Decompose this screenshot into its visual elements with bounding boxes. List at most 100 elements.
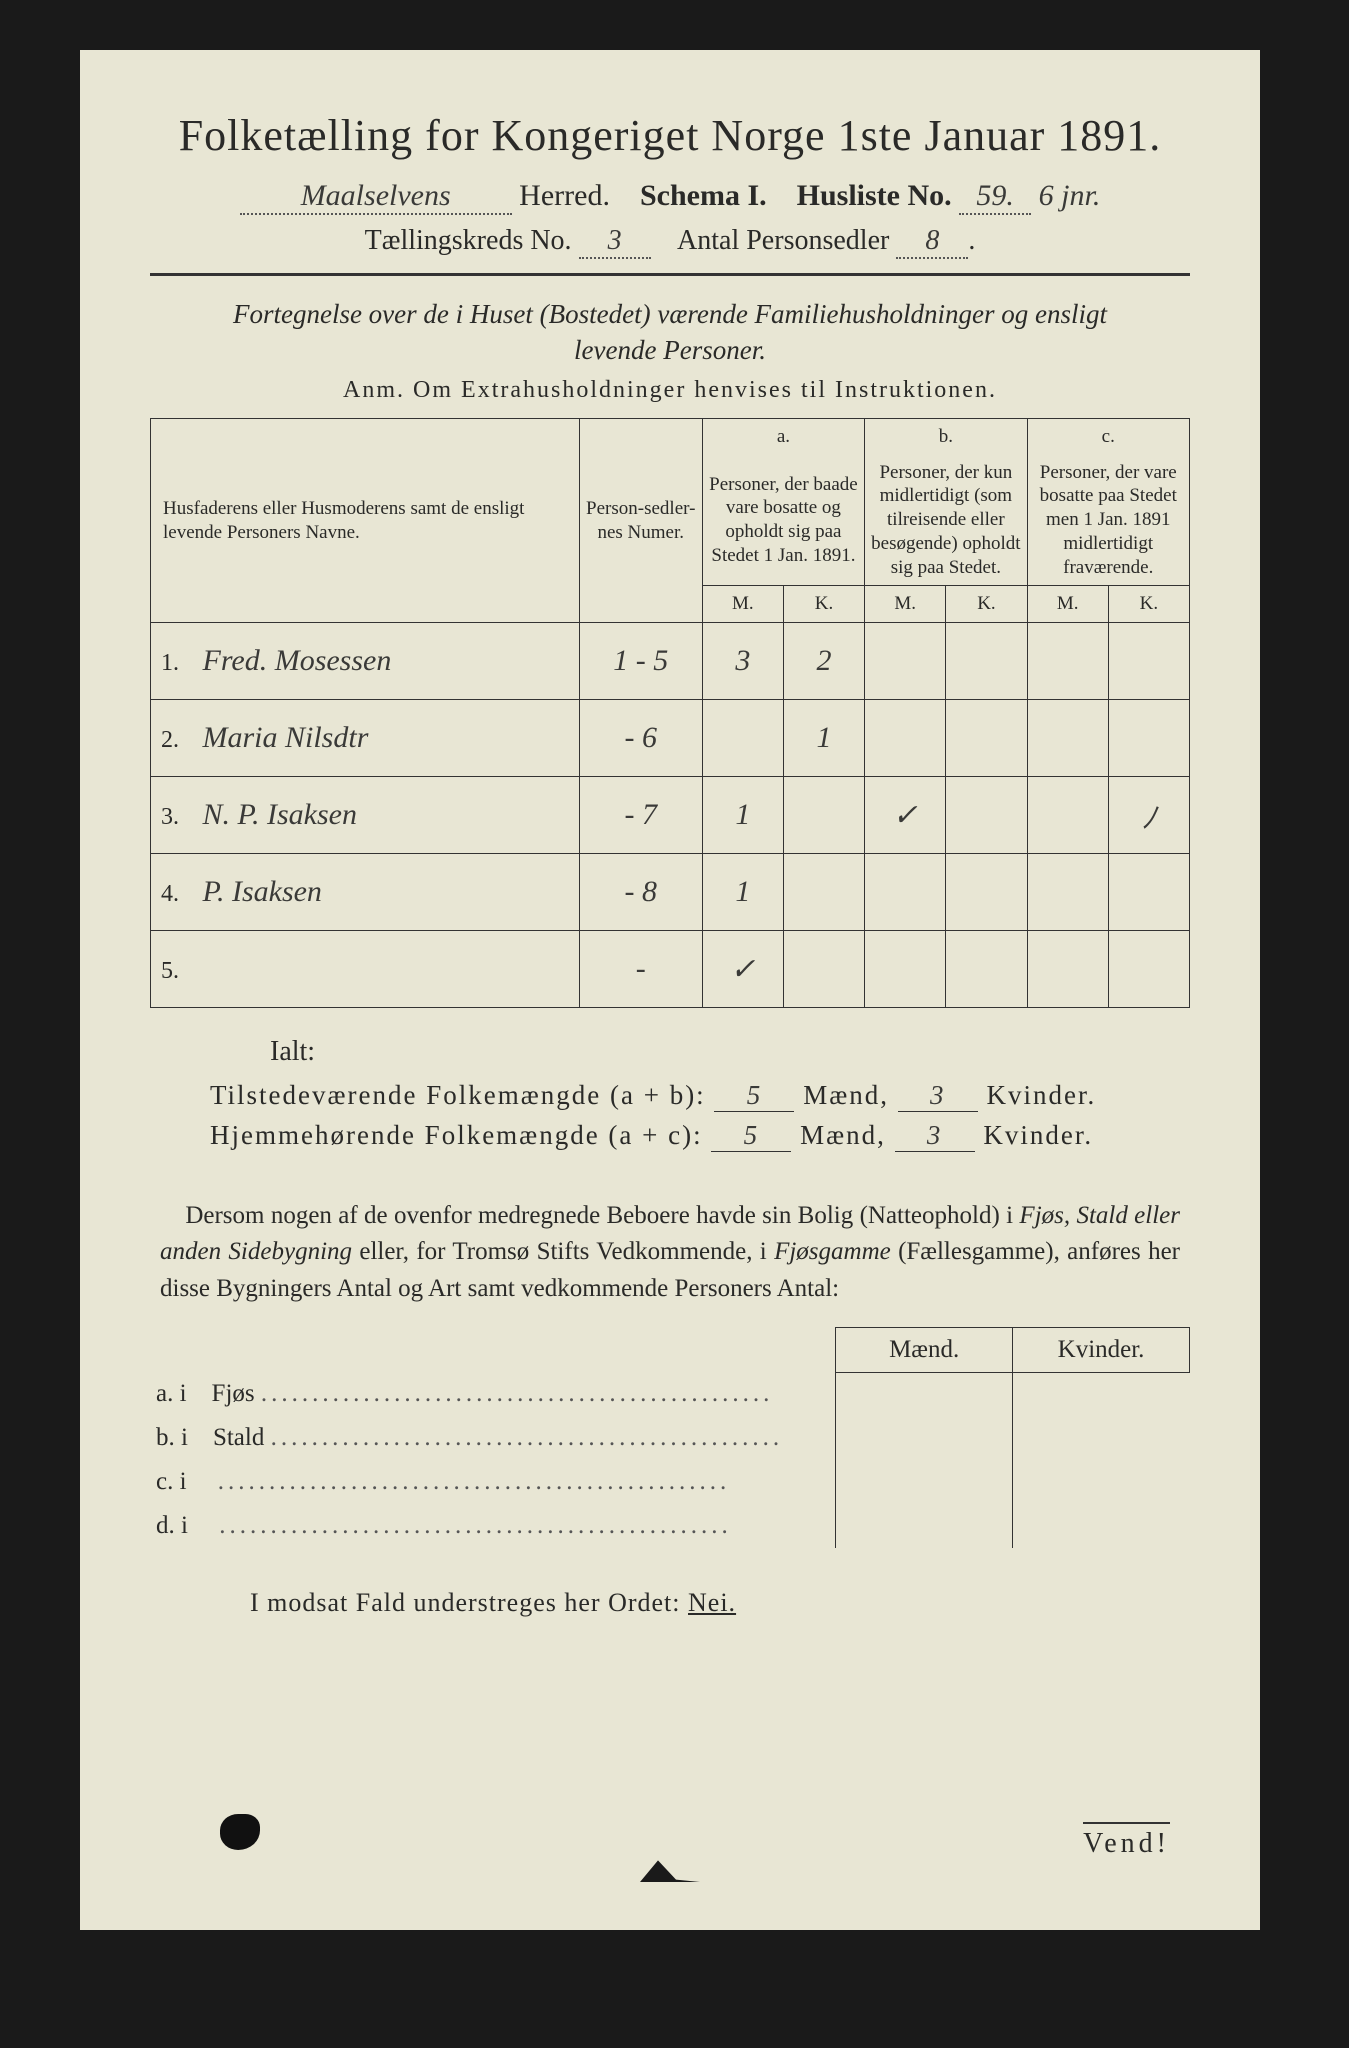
bld-label: b. i Stald [150,1416,836,1460]
subtitle-2: levende Personer. [574,335,766,365]
cell-ck [1108,931,1189,1008]
col-c-k: K. [1108,586,1189,623]
modsat-line: I modsat Fald understreges her Ordet: Ne… [250,1588,1190,1618]
col-name: Husfaderens eller Husmoderens samt de en… [151,418,580,622]
tot2-m: 5 [711,1120,791,1152]
bld-row: d. i [150,1504,1190,1548]
table-row: 4. P. Isaksen- 81 [151,854,1190,931]
herred-label: Herred. [519,179,610,212]
cell-am [702,700,783,777]
bld-m [836,1460,1013,1504]
bld-row: b. i Stald [150,1416,1190,1460]
col-b-k: K. [946,586,1027,623]
bld-label: d. i [150,1504,836,1548]
cell-bk [946,931,1027,1008]
cell-am: 1 [702,777,783,854]
col-b-m: M. [865,586,946,623]
schema-label: Schema I. [640,179,767,212]
cell-num: 1 - 5 [579,623,702,700]
tot1-label: Tilstedeværende Folkemængde (a + b): [210,1080,706,1110]
col-a-k: K. [783,586,864,623]
tot2-label: Hjemmehørende Folkemængde (a + c): [210,1120,703,1150]
col-num: Person-sedler-nes Numer. [579,418,702,622]
cell-ak: 2 [783,623,864,700]
antal-label: Antal Personsedler [677,225,889,256]
cell-bm [865,854,946,931]
cell-ck [1108,854,1189,931]
anm-note: Anm. Om Extrahusholdninger henvises til … [150,377,1190,404]
bld-label: a. i Fjøs [150,1372,836,1416]
cell-bm [865,931,946,1008]
husliste-value: 59. [959,179,1031,215]
cell-num: - [579,931,702,1008]
cell-bm: ✓ [865,777,946,854]
cell-bm [865,623,946,700]
ialt-label: Ialt: [270,1036,1190,1068]
cell-name: 3. N. P. Isaksen [151,777,580,854]
tot2-k: 3 [895,1120,975,1152]
outbuilding-table: Mænd. Kvinder. a. i Fjøs b. i Stald c. i… [150,1327,1190,1549]
rule-top [150,273,1190,276]
kvinder-1: Kvinder. [986,1080,1096,1110]
bld-label: c. i [150,1460,836,1504]
cell-bk [946,700,1027,777]
cell-ck: ﾉ [1108,777,1189,854]
kvinder-2: Kvinder. [983,1120,1093,1150]
bld-row: c. i [150,1460,1190,1504]
household-table: Husfaderens eller Husmoderens samt de en… [150,418,1190,1008]
table-row: 2. Maria Nilsdtr- 6 1 [151,700,1190,777]
antal-value: 8 [896,225,968,259]
cell-ak [783,854,864,931]
bld-m [836,1372,1013,1416]
cell-cm [1027,854,1108,931]
header-line-2: Maalselvens Herred. Schema I. Husliste N… [150,179,1190,215]
subtitle: Fortegnelse over de i Huset (Bostedet) v… [150,296,1190,369]
cell-bk [946,623,1027,700]
totals-present: Tilstedeværende Folkemængde (a + b): 5 M… [210,1080,1190,1112]
col-a-top: a. [702,418,864,454]
maend-1: Mænd, [803,1080,889,1110]
col-c: Personer, der vare bosatte paa Stedet me… [1027,455,1189,586]
cell-ak: 1 [783,700,864,777]
census-form-page: Folketælling for Kongeriget Norge 1ste J… [80,50,1260,1930]
modsat-text: I modsat Fald understreges her Ordet: [250,1588,681,1617]
cell-bk [946,777,1027,854]
tot1-m: 5 [714,1080,794,1112]
table-row: 1. Fred. Mosessen1 - 532 [151,623,1190,700]
maend-2: Mænd, [800,1120,886,1150]
cell-name: 4. P. Isaksen [151,854,580,931]
cell-ck [1108,623,1189,700]
nei-word: Nei. [688,1588,736,1617]
cell-num: - 8 [579,854,702,931]
cell-ck [1108,700,1189,777]
bld-k [1013,1460,1190,1504]
totals-resident: Hjemmehørende Folkemængde (a + c): 5 Mæn… [210,1120,1190,1152]
cell-num: - 6 [579,700,702,777]
cell-cm [1027,700,1108,777]
kreds-label: Tællingskreds No. [365,225,572,256]
husliste-suffix: 6 jnr. [1039,179,1101,212]
bld-m [836,1504,1013,1548]
cell-ak [783,777,864,854]
cell-ak [783,931,864,1008]
page-tear [640,1858,700,1882]
col-a-m: M. [702,586,783,623]
outbuilding-para: Dersom nogen af de ovenfor medregnede Be… [160,1198,1180,1307]
bld-k [1013,1416,1190,1460]
bld-m [836,1416,1013,1460]
bld-hdr-m: Mænd. [836,1327,1013,1372]
bld-k [1013,1504,1190,1548]
tot1-k: 3 [898,1080,978,1112]
cell-name: 1. Fred. Mosessen [151,623,580,700]
col-b-top: b. [865,418,1027,454]
cell-bk [946,854,1027,931]
cell-num: - 7 [579,777,702,854]
table-row: 5. -✓ [151,931,1190,1008]
cell-cm [1027,931,1108,1008]
table-row: 3. N. P. Isaksen- 71 ✓ ﾉ [151,777,1190,854]
col-a: Personer, der baade vare bosatte og opho… [702,455,864,586]
cell-cm [1027,623,1108,700]
herred-value: Maalselvens [240,179,512,215]
col-c-top: c. [1027,418,1189,454]
cell-name: 2. Maria Nilsdtr [151,700,580,777]
